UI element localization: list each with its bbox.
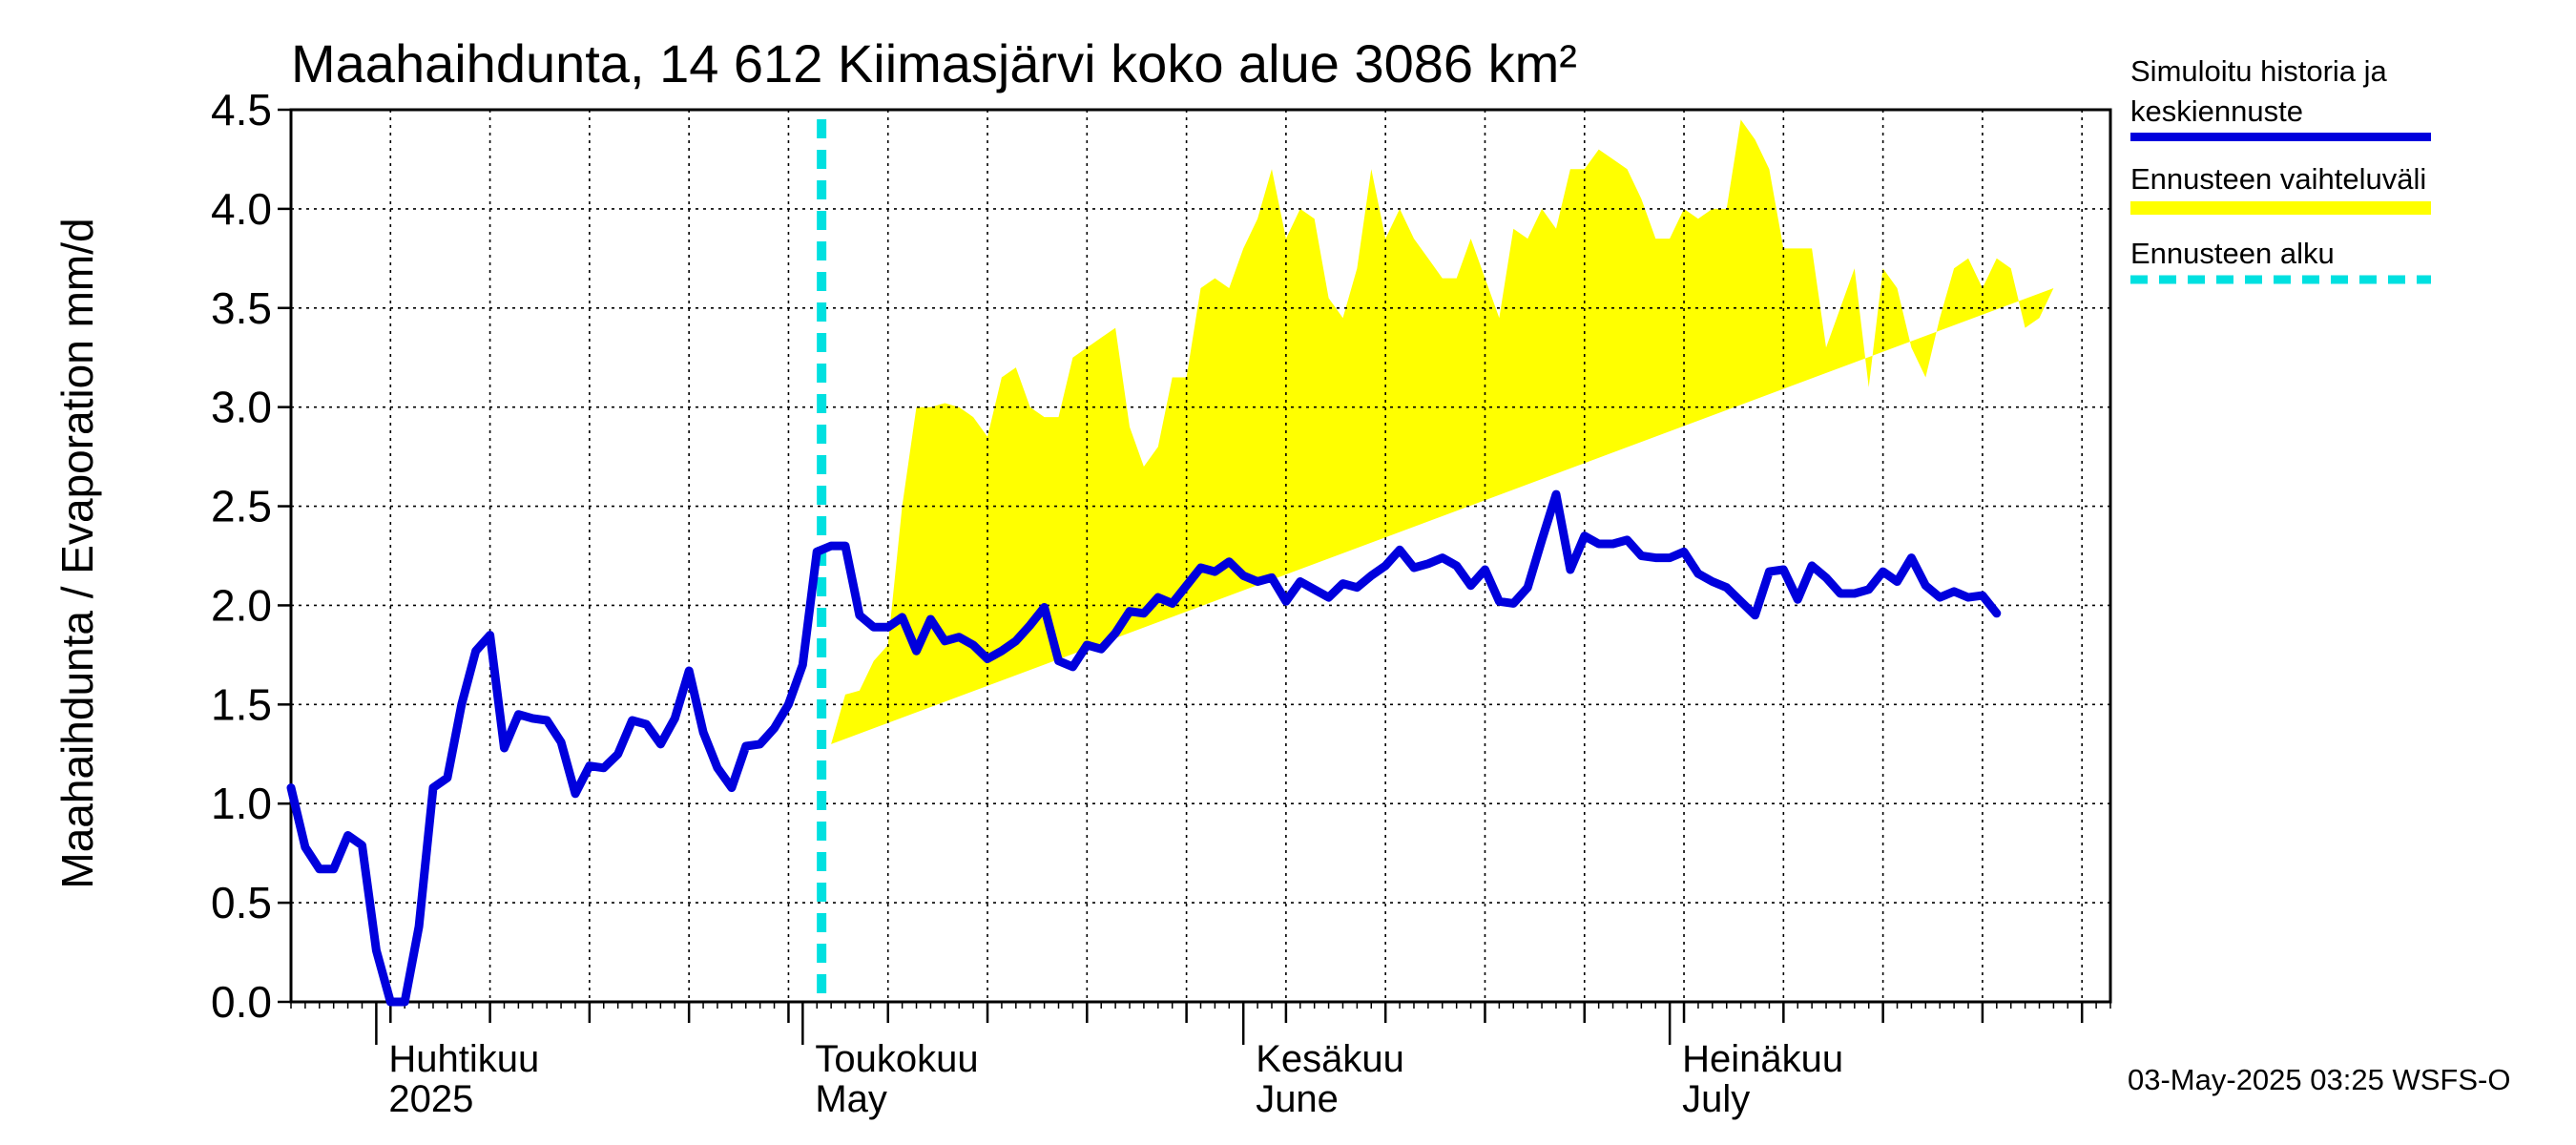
y-tick-label: 3.0 bbox=[211, 383, 272, 432]
y-tick-label: 4.5 bbox=[211, 85, 272, 135]
y-tick-label: 1.0 bbox=[211, 779, 272, 828]
legend-forecast-start-label: Ennusteen alku bbox=[2130, 237, 2335, 270]
footer-timestamp: 03-May-2025 03:25 WSFS-O bbox=[2128, 1063, 2510, 1096]
legend-history-label-2: keskiennuste bbox=[2130, 94, 2303, 128]
x-month-label-secondary: 2025 bbox=[388, 1078, 473, 1120]
x-month-label-secondary: June bbox=[1256, 1078, 1339, 1120]
chart-title: Maahaihdunta, 14 612 Kiimasjärvi koko al… bbox=[291, 33, 1577, 94]
axis-layer: 0.0 0.5 1.0 1.5 2.0 2.5 3.0 3.5 4.0 4.5 Huhtikuu20… bbox=[211, 85, 2112, 1120]
x-month-label: Huhtikuu bbox=[388, 1038, 539, 1080]
forecast-range-band bbox=[831, 119, 2054, 744]
y-tick-label: 4.0 bbox=[211, 184, 272, 234]
x-month-label: Toukokuu bbox=[815, 1038, 978, 1080]
x-month-label: Kesäkuu bbox=[1256, 1038, 1404, 1080]
y-tick-label: 1.5 bbox=[211, 679, 272, 729]
legend-band-swatch bbox=[2130, 201, 2431, 215]
history-median-line bbox=[286, 489, 2002, 1007]
y-axis-label: Maahaihdunta / Evaporation mm/d bbox=[52, 218, 102, 888]
y-tick-label: 0.5 bbox=[211, 878, 272, 927]
legend: Simuloitu historia ja keskiennuste Ennus… bbox=[2130, 54, 2431, 284]
plot-frame bbox=[289, 108, 2112, 1004]
x-month-label-secondary: May bbox=[815, 1078, 887, 1120]
y-tick-label: 2.5 bbox=[211, 482, 272, 531]
forecast-band-layer bbox=[831, 119, 2054, 744]
line-layer bbox=[286, 119, 2002, 1007]
legend-band-label: Ennusteen vaihteluväli bbox=[2130, 162, 2426, 196]
y-tick-label: 2.0 bbox=[211, 580, 272, 630]
y-tick-label: 3.5 bbox=[211, 283, 272, 333]
legend-history-label-1: Simuloitu historia ja bbox=[2130, 54, 2388, 88]
x-month-label: Heinäkuu bbox=[1682, 1038, 1843, 1080]
x-month-label-secondary: July bbox=[1682, 1078, 1750, 1120]
legend-history-swatch bbox=[2130, 133, 2431, 141]
y-tick-label: 0.0 bbox=[211, 977, 272, 1027]
